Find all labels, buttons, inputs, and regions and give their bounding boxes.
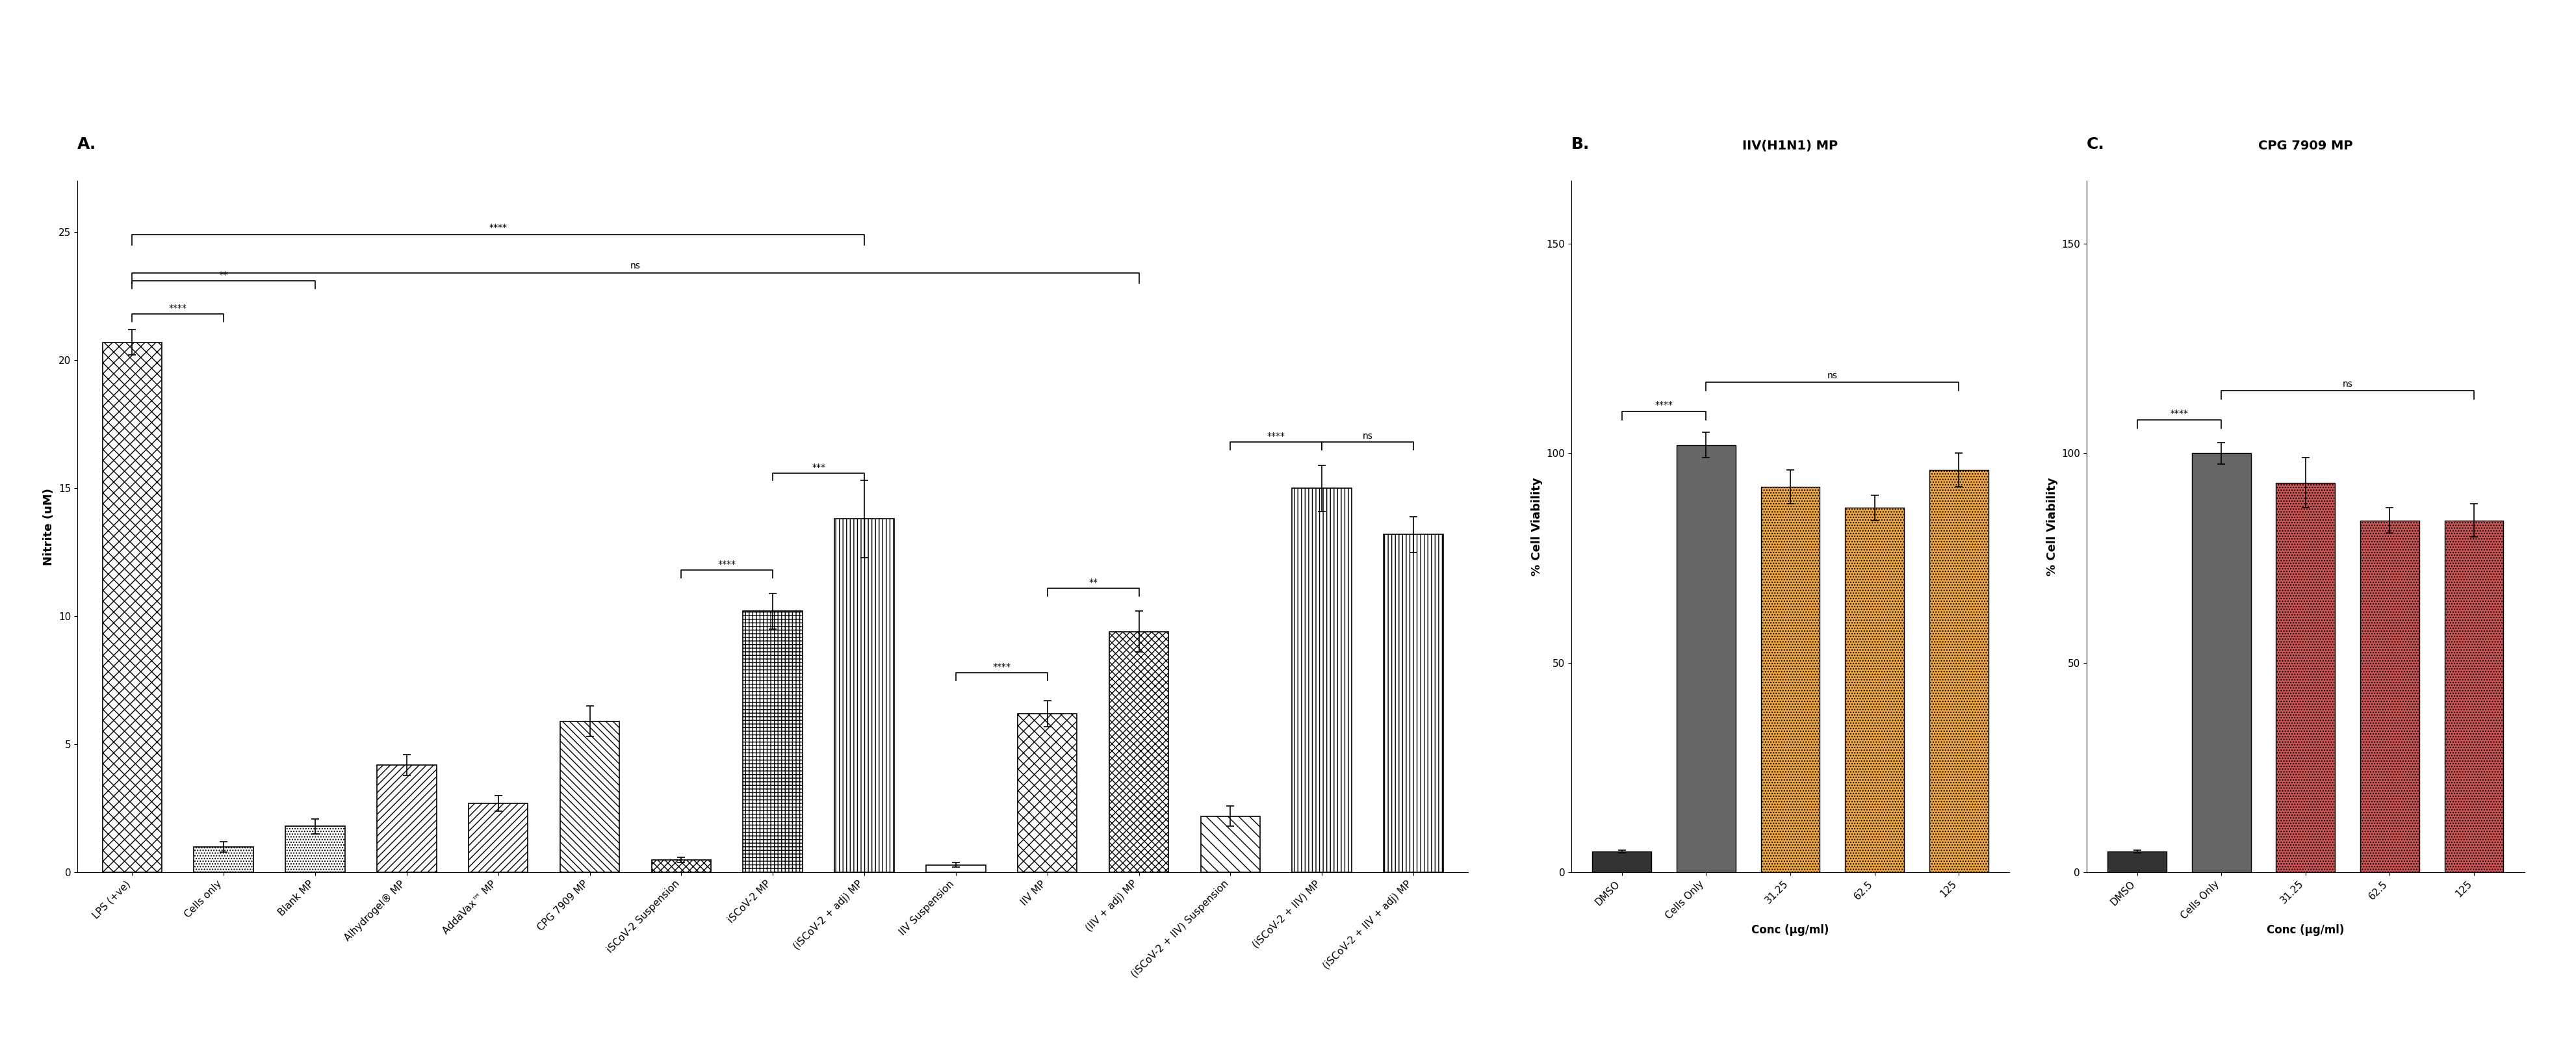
Bar	[927, 865, 987, 872]
Bar	[1762, 487, 1819, 872]
X-axis label: Conc (µg/ml): Conc (µg/ml)	[1752, 925, 1829, 936]
Text: **: **	[219, 270, 229, 280]
Title: IIV(H1N1) MP: IIV(H1N1) MP	[1741, 139, 1839, 152]
Bar	[1110, 632, 1170, 872]
Bar	[2360, 520, 2419, 872]
Bar	[1844, 508, 1904, 872]
Bar	[376, 765, 435, 872]
Bar	[1677, 445, 1736, 872]
Bar	[103, 343, 162, 872]
Text: ns: ns	[1363, 432, 1373, 440]
Bar	[2277, 483, 2334, 872]
Text: ****: ****	[2169, 409, 2187, 418]
Bar	[1018, 714, 1077, 872]
Bar	[742, 611, 804, 872]
Bar	[286, 827, 345, 872]
Bar	[2445, 520, 2504, 872]
Text: ****: ****	[489, 223, 507, 232]
Bar	[1383, 534, 1443, 872]
Title: CPG 7909 MP: CPG 7909 MP	[2259, 139, 2352, 152]
Bar	[559, 721, 618, 872]
Text: ****: ****	[719, 560, 737, 569]
Text: ns: ns	[631, 262, 641, 270]
Text: ****: ****	[1654, 400, 1672, 410]
Text: ****: ****	[1267, 432, 1285, 440]
Text: ns: ns	[1826, 371, 1837, 380]
Text: ****: ****	[170, 303, 188, 313]
Bar	[1592, 851, 1651, 872]
Bar	[469, 803, 528, 872]
Bar	[1200, 816, 1260, 872]
X-axis label: Conc (µg/ml): Conc (µg/ml)	[2267, 925, 2344, 936]
Bar	[1293, 488, 1352, 872]
Text: C.: C.	[2087, 136, 2105, 152]
Bar	[2192, 453, 2251, 872]
Y-axis label: Nitrite (uM): Nitrite (uM)	[44, 488, 54, 565]
Text: ***: ***	[811, 463, 824, 471]
Text: ns: ns	[2342, 379, 2352, 388]
Y-axis label: % Cell Viability: % Cell Viability	[1530, 478, 1543, 576]
Bar	[652, 860, 711, 872]
Text: A.: A.	[77, 136, 95, 152]
Bar	[193, 847, 252, 872]
Text: **: **	[1090, 578, 1097, 587]
Text: B.: B.	[1571, 136, 1589, 152]
Y-axis label: % Cell Viability: % Cell Viability	[2045, 478, 2058, 576]
Bar	[2107, 851, 2166, 872]
Bar	[1929, 470, 1989, 872]
Text: ****: ****	[992, 662, 1010, 671]
Bar	[835, 519, 894, 872]
